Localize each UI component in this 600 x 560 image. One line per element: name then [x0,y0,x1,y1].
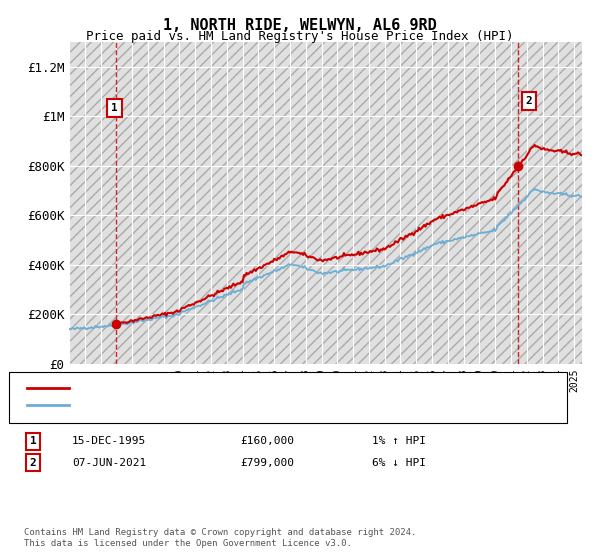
Text: £799,000: £799,000 [240,458,294,468]
Text: 1, NORTH RIDE, WELWYN, AL6 9RD (detached house): 1, NORTH RIDE, WELWYN, AL6 9RD (detached… [75,383,392,393]
Text: Price paid vs. HM Land Registry's House Price Index (HPI): Price paid vs. HM Land Registry's House … [86,30,514,43]
Text: 1: 1 [111,104,118,113]
Text: Contains HM Land Registry data © Crown copyright and database right 2024.
This d: Contains HM Land Registry data © Crown c… [24,528,416,548]
Text: 2: 2 [526,96,533,106]
Text: 1: 1 [29,436,37,446]
Text: 1% ↑ HPI: 1% ↑ HPI [372,436,426,446]
Text: 07-JUN-2021: 07-JUN-2021 [72,458,146,468]
Text: 15-DEC-1995: 15-DEC-1995 [72,436,146,446]
Text: HPI: Average price, detached house, Welwyn Hatfield: HPI: Average price, detached house, Welw… [75,400,419,410]
Text: 6% ↓ HPI: 6% ↓ HPI [372,458,426,468]
Text: 1, NORTH RIDE, WELWYN, AL6 9RD: 1, NORTH RIDE, WELWYN, AL6 9RD [163,18,437,34]
Text: 2: 2 [29,458,37,468]
Text: £160,000: £160,000 [240,436,294,446]
